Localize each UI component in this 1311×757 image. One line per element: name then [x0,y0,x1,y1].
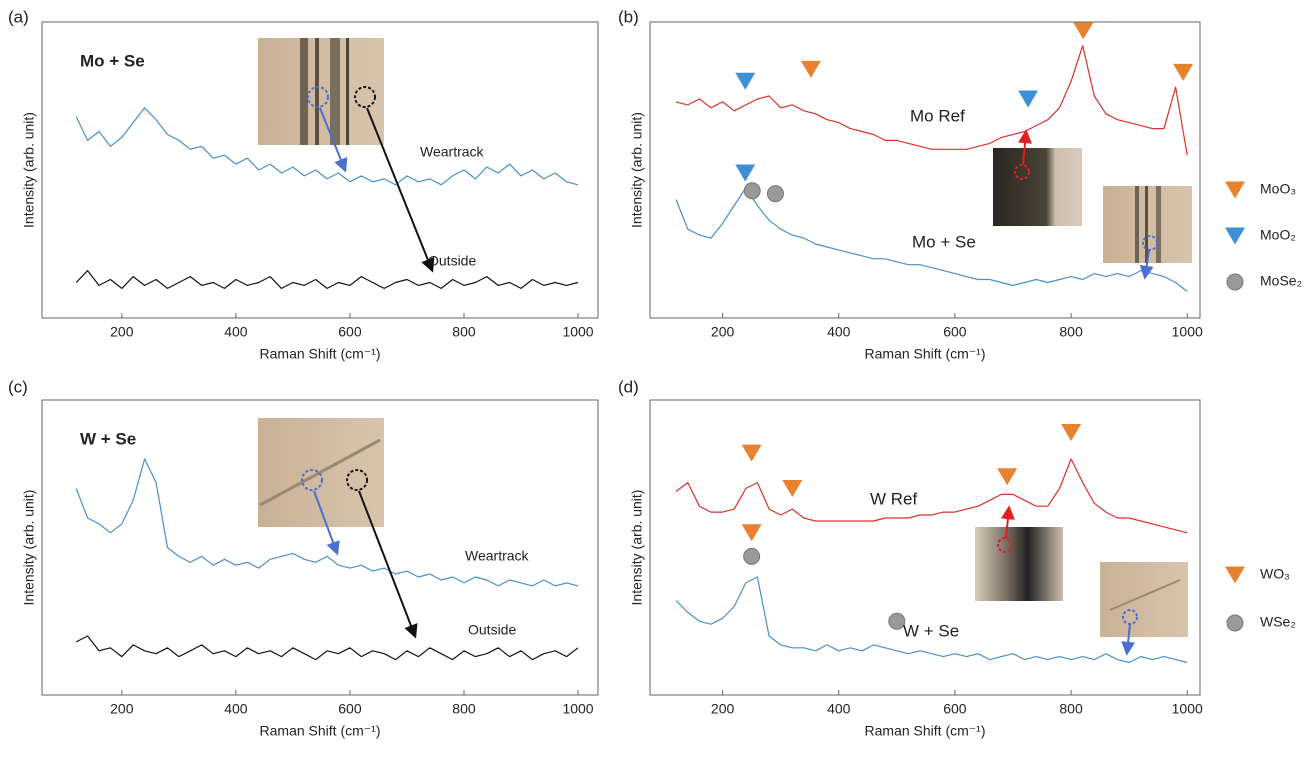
spectrum-line [675,458,1188,534]
spectrum-line [675,576,1188,664]
x-axis-label: Raman Shift (cm⁻¹) [260,346,381,362]
spectrum-line [75,107,579,186]
x-tick-label: 800 [1059,324,1083,340]
x-tick-label: 400 [224,701,248,717]
peak-marker [735,164,756,182]
peak-marker [1018,90,1039,108]
x-tick-label: 200 [711,324,735,340]
annotation: W Ref [870,489,918,508]
peak-marker [782,480,803,497]
legend-entry: MoSe₂ [1226,273,1302,291]
annotation: Weartrack [420,144,485,160]
annotation: Outside [468,622,516,638]
x-tick-label: 200 [711,701,735,717]
spectrum-line [675,45,1188,156]
plot-frame [41,399,599,696]
panel-label: (a) [8,7,29,26]
insets [258,38,1192,656]
x-tick-label: 1000 [562,701,593,717]
legend-entry: WSe₂ [1226,614,1296,632]
y-axis-label: Intensity (arb. unit) [21,112,37,228]
legend-swatch [1225,181,1245,199]
peak-marker [735,72,756,90]
panel-label: (d) [618,377,639,396]
micrograph [975,505,1188,656]
micrograph [258,418,418,639]
micrograph [258,38,435,273]
x-tick-label: 600 [338,701,362,717]
legend-swatch [1226,273,1244,291]
x-axis-label: Raman Shift (cm⁻¹) [260,723,381,739]
x-tick-label: 400 [827,324,851,340]
x-axis-label: Raman Shift (cm⁻¹) [865,346,986,362]
annotation: Mo + Se [80,51,145,70]
spectrum-line [75,270,579,289]
legend-entry: MoO₃ [1225,181,1296,199]
plot-frame [649,399,1201,696]
annotation: W + Se [80,429,136,448]
legend-label: MoO₂ [1260,227,1296,243]
legend-swatch [1225,227,1245,245]
peak-marker [1061,423,1082,441]
spectrum-line [75,458,579,587]
panel-label: (b) [618,7,639,26]
x-tick-label: 400 [224,324,248,340]
peak-marker [1173,63,1194,81]
legend-label: WO₃ [1260,566,1290,582]
annotation: Mo + Se [912,232,976,251]
peak-marker [741,524,762,542]
panel-label: (c) [8,377,28,396]
plot-frame [649,21,1201,319]
peak-marker [766,185,784,203]
spectrum-line [75,635,579,661]
peak-marker [1073,22,1094,40]
peak-marker [743,547,761,565]
x-tick-label: 800 [1059,701,1083,717]
spectrum-line [675,187,1188,292]
annotation: Mo Ref [910,106,965,125]
x-tick-label: 200 [110,701,134,717]
x-tick-label: 400 [827,701,851,717]
annotation: Outside [428,253,476,269]
x-tick-label: 600 [943,701,967,717]
y-axis-label: Intensity (arb. unit) [629,490,645,606]
y-axis-label: Intensity (arb. unit) [21,490,37,606]
y-axis-label: Intensity (arb. unit) [629,112,645,228]
legend-entry: MoO₂ [1225,227,1296,245]
legend-swatch [1226,614,1244,632]
peak-marker [800,60,821,78]
plot-frame [41,21,599,319]
x-tick-label: 1000 [1172,701,1203,717]
annotation: W + Se [903,621,959,640]
legend-label: WSe₂ [1260,614,1296,630]
peak-marker [997,468,1018,486]
x-tick-label: 1000 [1172,324,1203,340]
legend-entry: WO₃ [1225,566,1290,584]
x-tick-label: 600 [943,324,967,340]
x-tick-label: 800 [452,701,476,717]
legend-label: MoO₃ [1260,181,1296,197]
legend-label: MoSe₂ [1260,273,1302,289]
annotation: Weartrack [465,548,530,564]
peak-marker [741,444,762,462]
x-tick-label: 800 [452,324,476,340]
legend-swatch [1225,566,1245,584]
micrograph [993,129,1192,280]
peak-marker [743,182,761,200]
x-tick-label: 1000 [562,324,593,340]
x-tick-label: 200 [110,324,134,340]
x-tick-label: 600 [338,324,362,340]
x-axis-label: Raman Shift (cm⁻¹) [865,723,986,739]
peak-marker [888,612,906,630]
